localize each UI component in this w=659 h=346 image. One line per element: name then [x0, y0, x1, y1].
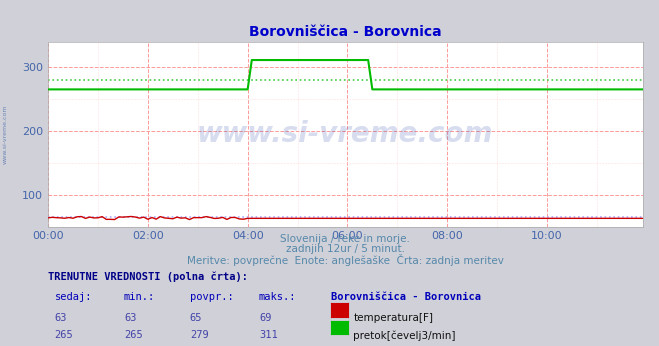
Text: zadnjih 12ur / 5 minut.: zadnjih 12ur / 5 minut. — [286, 244, 405, 254]
Text: 69: 69 — [259, 313, 272, 323]
Text: 311: 311 — [259, 330, 277, 340]
Text: sedaj:: sedaj: — [55, 292, 92, 302]
Text: temperatura[F]: temperatura[F] — [353, 313, 433, 323]
Text: 279: 279 — [190, 330, 208, 340]
Text: min.:: min.: — [124, 292, 155, 302]
Text: povpr.:: povpr.: — [190, 292, 233, 302]
Text: Slovenija / reke in morje.: Slovenija / reke in morje. — [280, 234, 411, 244]
Text: Borovniščica - Borovnica: Borovniščica - Borovnica — [331, 292, 482, 302]
Text: www.si-vreme.com: www.si-vreme.com — [197, 120, 494, 148]
Text: 65: 65 — [190, 313, 202, 323]
Text: Meritve: povprečne  Enote: anglešaške  Črta: zadnja meritev: Meritve: povprečne Enote: anglešaške Črt… — [187, 254, 503, 266]
Text: 63: 63 — [124, 313, 136, 323]
Text: 63: 63 — [55, 313, 67, 323]
Text: 265: 265 — [55, 330, 73, 340]
Text: TRENUTNE VREDNOSTI (polna črta):: TRENUTNE VREDNOSTI (polna črta): — [48, 272, 248, 282]
Text: maks.:: maks.: — [259, 292, 297, 302]
Text: pretok[čevelj3/min]: pretok[čevelj3/min] — [353, 330, 456, 341]
Text: www.si-vreme.com: www.si-vreme.com — [3, 104, 8, 164]
Title: Borovniščica - Borovnica: Borovniščica - Borovnica — [249, 25, 442, 39]
Text: 265: 265 — [124, 330, 142, 340]
